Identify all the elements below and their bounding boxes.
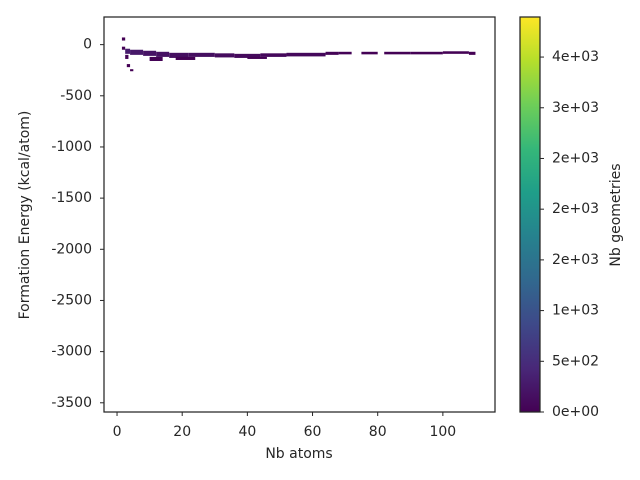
colorbar-tick-label: 2e+03 <box>552 252 599 268</box>
hist-cell <box>156 51 170 57</box>
hist-cell <box>130 49 144 55</box>
x-tick-label: 0 <box>113 424 122 440</box>
hist-cell <box>126 64 131 68</box>
plot-frame <box>103 16 496 413</box>
hist-cell <box>286 52 326 57</box>
colorbar-tick-label: 2e+03 <box>552 150 599 166</box>
hist-cell <box>121 46 126 50</box>
x-axis-label: Nb atoms <box>265 446 332 462</box>
y-tick-label: -1500 <box>51 190 92 206</box>
hist-cell <box>121 37 126 41</box>
colorbar <box>519 16 541 413</box>
y-tick-label: -3000 <box>51 344 92 360</box>
hist-cell <box>188 52 215 57</box>
hist-cell <box>175 56 196 60</box>
colorbar-tick-label: 1e+03 <box>552 303 599 319</box>
y-axis-label: Formation Energy (kcal/atom) <box>17 111 33 320</box>
y-tick-label: 0 <box>83 37 92 53</box>
colorbar-tick-label: 2e+03 <box>552 201 599 217</box>
hist-cell <box>143 50 157 56</box>
hist-cell <box>361 51 378 55</box>
hist-cell <box>325 51 339 55</box>
x-tick-label: 60 <box>304 424 322 440</box>
colorbar-tick-label: 5e+02 <box>552 353 599 369</box>
hist-cell <box>468 51 476 55</box>
hist-cell <box>130 69 134 72</box>
y-tick-label: -3500 <box>51 395 92 411</box>
hist-cell <box>410 51 443 55</box>
colorbar-label: Nb geometries <box>608 163 624 266</box>
colorbar-tick-label: 3e+03 <box>552 100 599 116</box>
hist-cell <box>149 56 163 62</box>
hist-cell <box>384 51 411 55</box>
colorbar-tick-label: 4e+03 <box>552 49 599 65</box>
y-tick-label: -2500 <box>51 292 92 308</box>
hist-cell <box>247 56 267 59</box>
x-tick-label: 40 <box>238 424 256 440</box>
x-tick-label: 20 <box>173 424 191 440</box>
hist-cell <box>169 52 189 58</box>
y-tick-label: -2000 <box>51 241 92 257</box>
hist-cell <box>125 48 131 54</box>
x-tick-label: 80 <box>369 424 387 440</box>
hist-cell <box>338 51 352 55</box>
hist-cell <box>214 53 235 58</box>
hist-cell <box>442 51 469 54</box>
hist-cell <box>125 54 129 59</box>
y-tick-label: -500 <box>60 88 92 104</box>
hist-cell <box>234 53 261 58</box>
hist-cell <box>260 53 287 57</box>
colorbar-tick-label: 0e+00 <box>552 404 599 420</box>
y-tick-label: -1000 <box>51 139 92 155</box>
x-tick-label: 100 <box>429 424 456 440</box>
